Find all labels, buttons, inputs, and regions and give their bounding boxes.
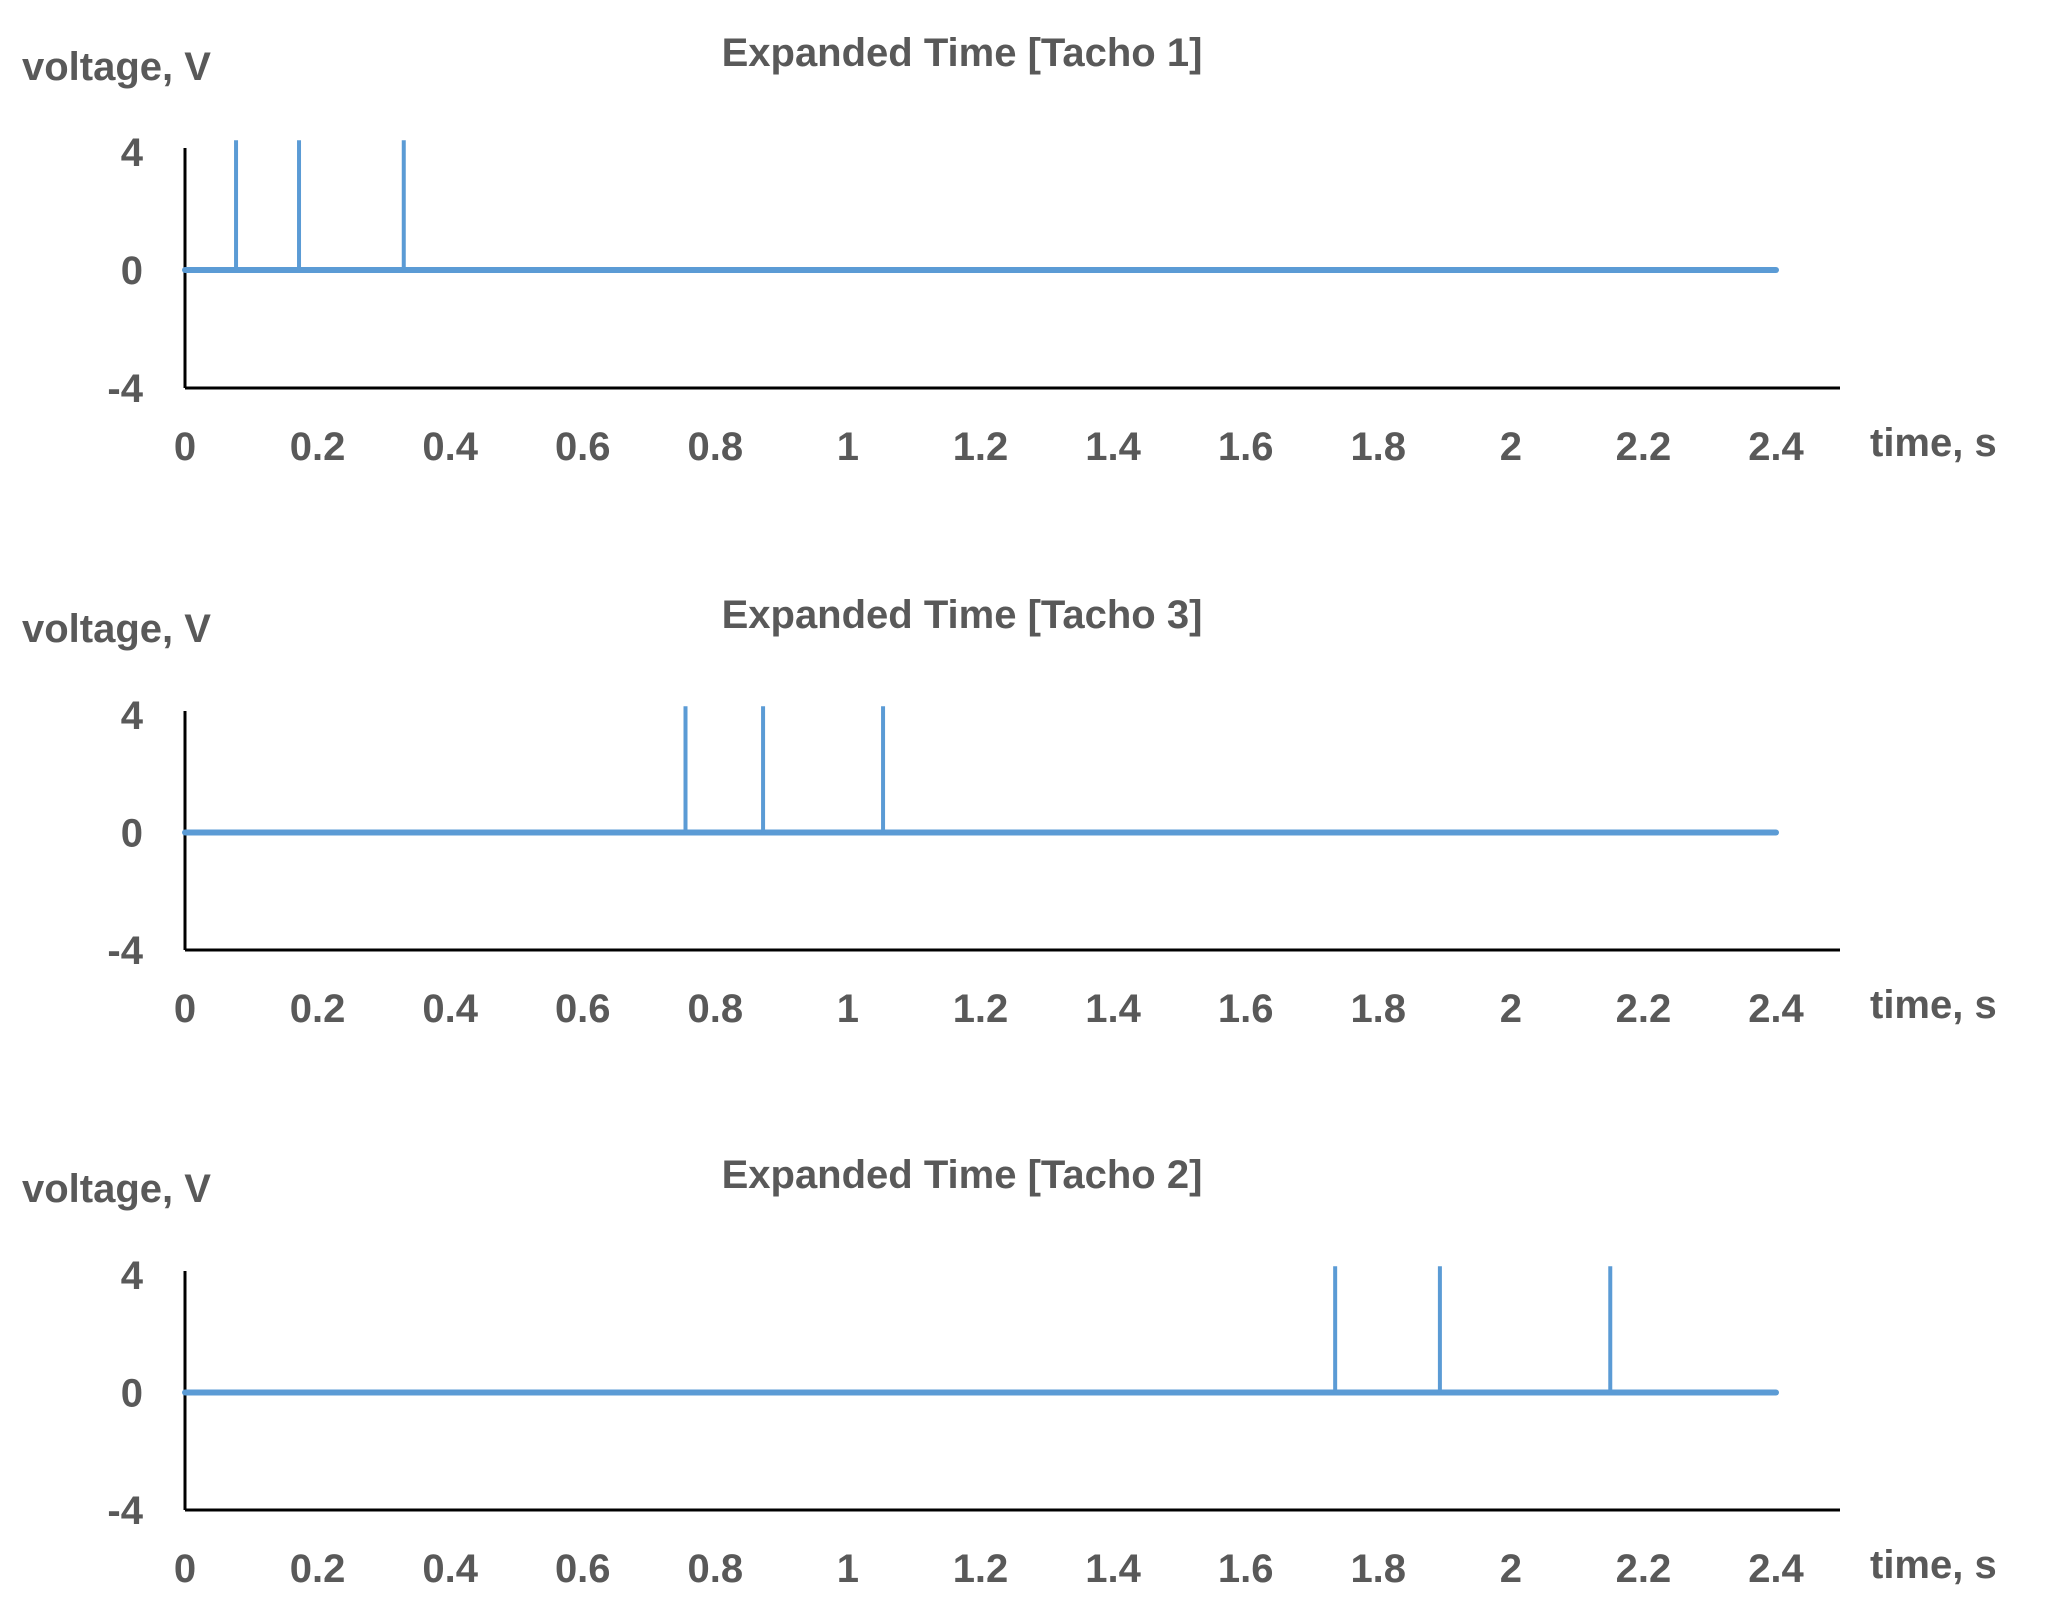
chart-title: Expanded Time [Tacho 3] [722, 593, 1203, 637]
x-tick-label: 2.4 [1748, 1547, 1804, 1591]
y-tick-label: 0 [121, 1372, 143, 1416]
x-tick-label: 2 [1500, 987, 1522, 1031]
x-tick-label: 0.6 [555, 425, 611, 469]
y-tick-label: -4 [107, 929, 143, 973]
x-tick-label: 0.4 [422, 1547, 478, 1591]
y-tick-label: -4 [107, 367, 143, 411]
chart-title: Expanded Time [Tacho 2] [722, 1153, 1203, 1197]
x-tick-label: 0.4 [422, 987, 478, 1031]
y-tick-label: 0 [121, 249, 143, 293]
x-axis-label: time, s [1870, 421, 1997, 465]
y-tick-label: 4 [121, 694, 144, 738]
x-tick-label: 0.2 [290, 425, 346, 469]
x-tick-label: 0.8 [688, 987, 744, 1031]
x-tick-label: 0.8 [688, 425, 744, 469]
x-tick-label: 2.4 [1748, 987, 1804, 1031]
x-tick-label: 0 [174, 1547, 196, 1591]
x-axis-label: time, s [1870, 1543, 1997, 1587]
x-tick-label: 2.4 [1748, 425, 1804, 469]
x-tick-label: 1 [837, 1547, 859, 1591]
y-tick-label: 4 [121, 131, 144, 175]
x-tick-label: 2.2 [1616, 425, 1672, 469]
x-tick-label: 0 [174, 987, 196, 1031]
x-tick-label: 1.8 [1350, 425, 1406, 469]
chart-panel-2: Expanded Time [Tacho 3] voltage, V 4 0 -4 0 0.… [22, 593, 1997, 1031]
x-tick-label: 1 [837, 987, 859, 1031]
x-tick-label: 1.6 [1218, 425, 1274, 469]
x-tick-label: 1.4 [1085, 987, 1141, 1031]
chart-title: Expanded Time [Tacho 1] [722, 31, 1203, 75]
x-tick-label: 1.6 [1218, 1547, 1274, 1591]
x-tick-label: 0.6 [555, 1547, 611, 1591]
chart-panel-3: Expanded Time [Tacho 2] voltage, V 4 0 -4 0 0.… [22, 1153, 1997, 1591]
x-tick-label: 1.2 [953, 987, 1009, 1031]
x-tick-label: 1.8 [1350, 1547, 1406, 1591]
y-tick-label: 4 [121, 1254, 144, 1298]
x-tick-label: 1.4 [1085, 425, 1141, 469]
x-tick-label: 2 [1500, 1547, 1522, 1591]
x-tick-label: 1.2 [953, 1547, 1009, 1591]
x-tick-label: 1.6 [1218, 987, 1274, 1031]
x-tick-label: 1.8 [1350, 987, 1406, 1031]
x-tick-label: 2.2 [1616, 1547, 1672, 1591]
chart-panel-1: Expanded Time [Tacho 1] voltage, V 4 0 -4 0 0.… [22, 31, 1997, 469]
x-tick-label: 2.2 [1616, 987, 1672, 1031]
y-tick-label: -4 [107, 1489, 143, 1533]
y-axis-label: voltage, V [22, 1167, 211, 1211]
x-tick-label: 0.2 [290, 1547, 346, 1591]
x-tick-label: 0.6 [555, 987, 611, 1031]
y-axis-label: voltage, V [22, 45, 211, 89]
x-tick-label: 0 [174, 425, 196, 469]
x-tick-label: 0.2 [290, 987, 346, 1031]
x-tick-label: 0.4 [422, 425, 478, 469]
x-tick-label: 1.4 [1085, 1547, 1141, 1591]
x-tick-label: 0.8 [688, 1547, 744, 1591]
y-tick-label: 0 [121, 812, 143, 856]
x-tick-label: 1 [837, 425, 859, 469]
x-tick-label: 1.2 [953, 425, 1009, 469]
x-tick-label: 2 [1500, 425, 1522, 469]
x-axis-label: time, s [1870, 983, 1997, 1027]
y-axis-label: voltage, V [22, 607, 211, 651]
